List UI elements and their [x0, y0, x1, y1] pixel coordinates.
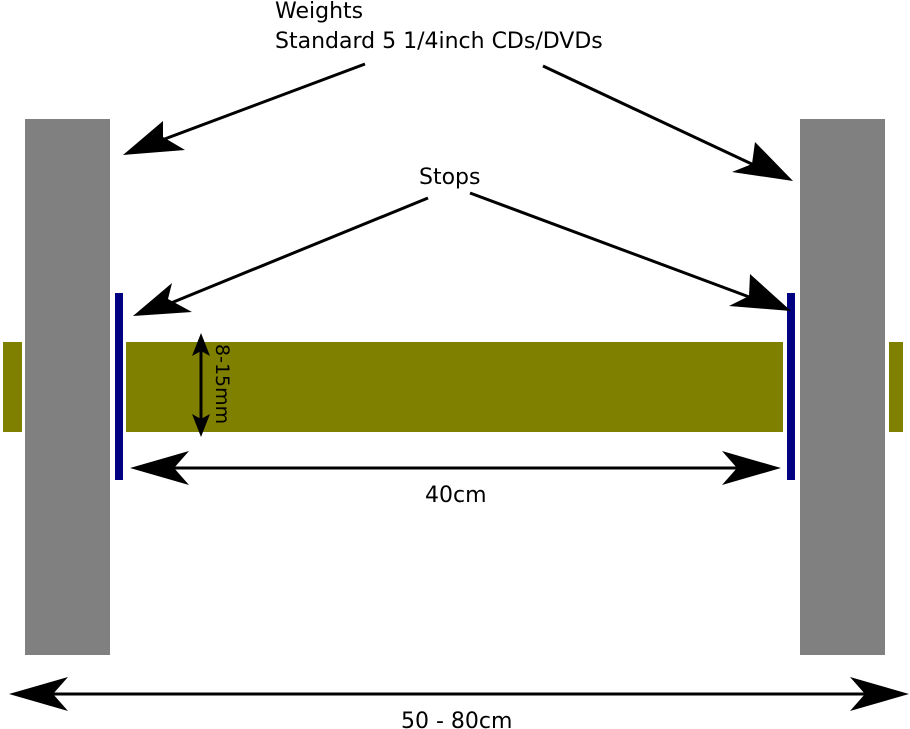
stop-right	[787, 293, 795, 480]
total-length-label: 50 - 80cm	[401, 709, 512, 729]
weights-arrow-right	[542, 64, 793, 181]
thickness-arrow	[192, 333, 210, 437]
rod-center	[126, 342, 783, 432]
inner-length-label: 40cm	[425, 483, 487, 508]
inner-length-arrow	[130, 451, 781, 485]
stops-arrow-right	[469, 191, 791, 311]
rod-end-right	[889, 342, 903, 432]
weights-title-label: Weights	[275, 0, 363, 24]
weights-arrow-left	[123, 62, 366, 155]
stop-left	[115, 293, 123, 480]
total-length-arrow	[9, 677, 909, 711]
stops-arrow-left	[133, 196, 429, 316]
stops-label: Stops	[419, 165, 480, 190]
weight-right	[800, 119, 885, 655]
weights-desc-label: Standard 5 1/4inch CDs/DVDs	[275, 29, 603, 54]
weight-left	[25, 119, 110, 655]
thickness-label: 8-15mm	[211, 344, 233, 424]
rod-end-left	[3, 342, 22, 432]
